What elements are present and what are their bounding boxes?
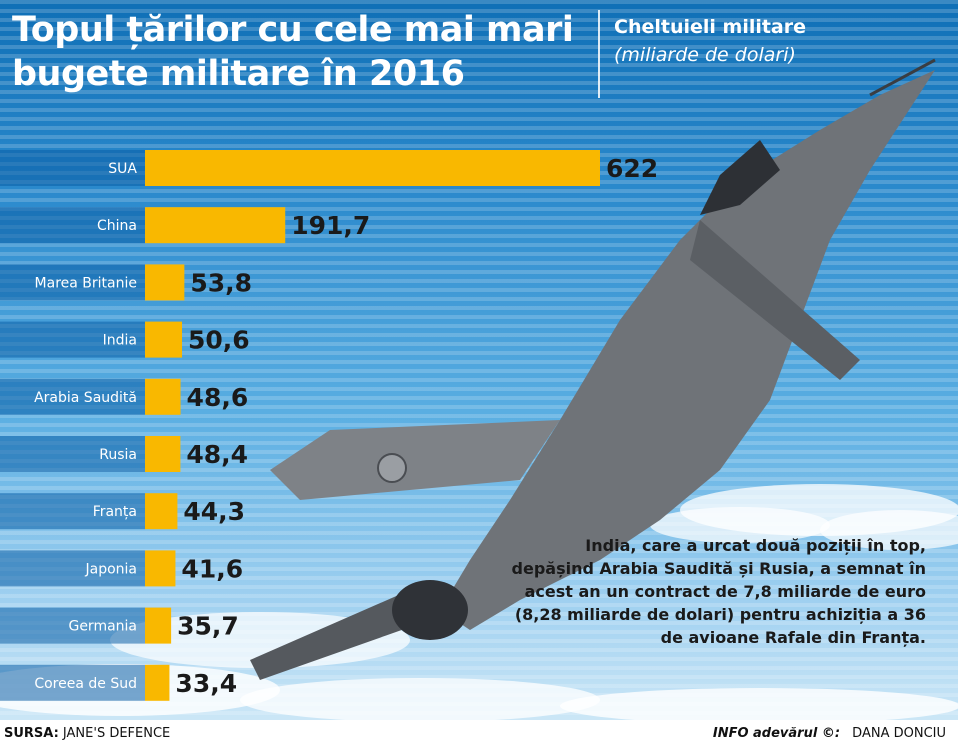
bar [145, 607, 172, 644]
bar [145, 378, 181, 415]
category-label: Germania [68, 619, 137, 635]
category-band [0, 378, 145, 415]
category-band [0, 550, 145, 587]
bar [145, 493, 178, 530]
data-label: 48,4 [186, 440, 248, 469]
category-label: Japonia [84, 561, 137, 577]
bar [145, 207, 286, 244]
bar [145, 436, 181, 472]
category-label: India [103, 333, 137, 349]
header: Topul țărilor cu cele mai mari bugete mi… [0, 0, 958, 110]
category-label: Arabia Saudită [34, 390, 137, 406]
category-band [0, 321, 145, 358]
category-label: SUA [108, 161, 137, 177]
bar [145, 664, 170, 701]
category-band [0, 664, 145, 701]
category-label: China [97, 218, 137, 234]
category-band [0, 150, 145, 186]
author-name: DANA DONCIU [852, 726, 946, 741]
data-label: 48,6 [187, 383, 249, 412]
bar [145, 264, 185, 301]
annotation-note: India, care a urcat două poziții în top,… [511, 536, 926, 647]
category-label: Marea Britanie [35, 275, 137, 291]
data-label: 622 [606, 154, 658, 183]
data-label: 53,8 [190, 268, 252, 297]
legend-title: Cheltuieli militare [614, 16, 807, 38]
bar [145, 150, 600, 186]
data-label: 191,7 [291, 211, 370, 240]
data-label: 50,6 [188, 326, 250, 355]
source-credit: SURSA: JANE'S DEFENCE [4, 726, 170, 741]
data-label: 44,3 [183, 497, 245, 526]
category-band [0, 207, 145, 244]
category-label: Franța [93, 504, 137, 520]
category-band [0, 607, 145, 644]
header-divider [598, 10, 600, 98]
category-band [0, 436, 145, 472]
data-label: 35,7 [177, 612, 239, 641]
footer: SURSA: JANE'S DEFENCE INFO adevărul ©: D… [0, 720, 958, 750]
category-band [0, 264, 145, 301]
brand-label: INFO adevărul ©: [712, 726, 841, 741]
author-credit: INFO adevărul ©: DANA DONCIU [713, 726, 946, 741]
bar [145, 550, 176, 587]
category-label: Rusia [99, 447, 137, 463]
data-label: 41,6 [181, 554, 243, 583]
category-band [0, 493, 145, 530]
category-label: Coreea de Sud [34, 676, 137, 692]
legend-subtitle: (miliarde de dolari) [614, 44, 796, 66]
data-label: 33,4 [175, 669, 237, 698]
source-label: SURSA: [4, 726, 59, 741]
bar [145, 321, 183, 358]
source-value: JANE'S DEFENCE [58, 726, 171, 741]
chart-title: Topul țărilor cu cele mai mari bugete mi… [12, 10, 574, 94]
